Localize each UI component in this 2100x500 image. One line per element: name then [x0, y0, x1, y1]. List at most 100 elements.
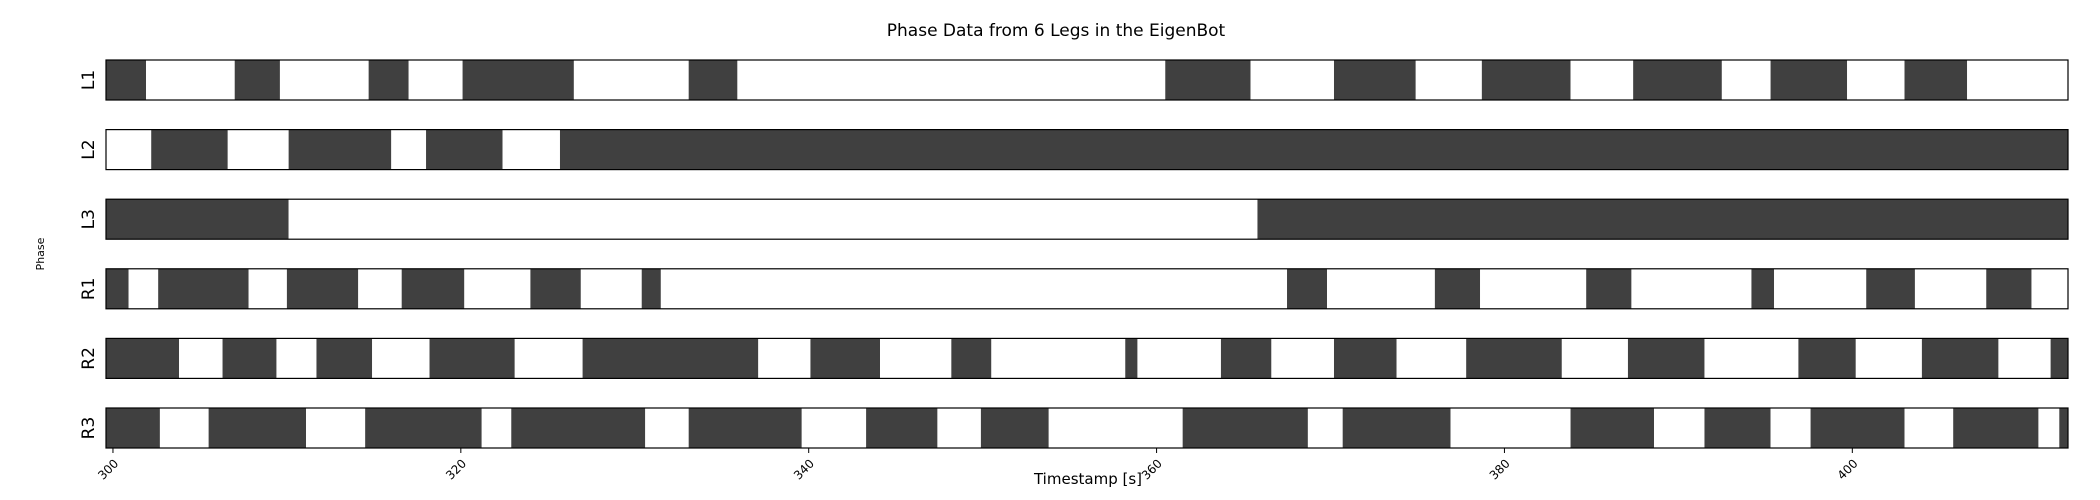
phase-segment-light [1631, 268, 1752, 309]
phase-segment-light [227, 129, 289, 170]
phase-segment-dark [1751, 268, 1775, 309]
phase-segment-light [128, 268, 159, 309]
phase-segment-dark [106, 268, 129, 309]
phase-segment-light [1480, 268, 1587, 309]
phase-segment-light [464, 268, 531, 309]
phase-segment-dark [286, 268, 359, 309]
phase-segment-light [481, 408, 512, 448]
phase-segment-light [1307, 408, 1343, 448]
phase-segment-light [1654, 408, 1705, 448]
leg-label: L1 [79, 70, 99, 90]
leg-row-l3: L3 [79, 198, 2069, 240]
phase-segment-dark [582, 338, 759, 379]
leg-label: R1 [79, 277, 99, 300]
phase-segment-light [1415, 60, 1482, 100]
phase-segment-dark [426, 129, 503, 170]
row-frame [105, 337, 2069, 379]
leg-row-l2: L2 [79, 129, 2069, 171]
phase-segment-dark [1125, 338, 1138, 379]
y-axis-label: Phase [34, 237, 47, 270]
phase-segment-dark [1333, 338, 1397, 379]
phase-segment-light [580, 268, 642, 309]
phase-segment-light [1250, 60, 1334, 100]
phase-segment-light [306, 408, 366, 448]
phase-segment-light [391, 129, 427, 170]
phase-segment-dark [1257, 199, 2068, 240]
leg-label: L2 [79, 139, 99, 159]
leg-label: L3 [79, 209, 99, 229]
phase-segment-dark [1921, 338, 1999, 379]
phase-segment-light [358, 268, 402, 309]
phase-segment-light [758, 338, 811, 379]
phase-segment-dark [810, 338, 881, 379]
phase-segment-dark [316, 338, 373, 379]
phase-segment-dark [106, 199, 289, 240]
phase-segment-dark [368, 60, 409, 100]
phase-segment-dark [1182, 408, 1308, 448]
phase-segment-light [991, 338, 1126, 379]
phase-segment-light [1770, 408, 1811, 448]
phase-segment-dark [365, 408, 482, 448]
phase-segment-dark [401, 268, 465, 309]
phase-segment-light [1327, 268, 1435, 309]
x-tick-label: 340 [791, 456, 817, 482]
phase-segment-dark [1165, 60, 1251, 100]
phase-segment-dark [106, 60, 147, 100]
phase-segment-light [248, 268, 287, 309]
phase-segment-dark [1986, 268, 2032, 309]
x-tick-label: 360 [1139, 456, 1165, 482]
leg-rows: L1 L2 L3 R1 R2 R3 [79, 59, 2069, 449]
phase-segment-light [801, 408, 867, 448]
phase-segment-dark [1810, 408, 1905, 448]
phase-segment-dark [559, 129, 2068, 170]
leg-row-l1: L1 [79, 59, 2069, 101]
phase-segment-dark [1466, 338, 1562, 379]
phase-segment-dark [1287, 268, 1328, 309]
phase-segment-light [1048, 408, 1183, 448]
x-tick-label: 300 [95, 456, 121, 482]
phase-segment-dark [641, 268, 661, 309]
phase-segment-light [1271, 338, 1334, 379]
phase-segment-light [372, 338, 430, 379]
phase-segment-dark [222, 338, 277, 379]
phase-segment-light [179, 338, 223, 379]
x-tick-label: 380 [1487, 456, 1513, 482]
leg-row-r2: R2 [79, 337, 2069, 379]
phase-segment-dark [1434, 268, 1481, 309]
x-tick-label: 400 [1835, 456, 1861, 482]
phase-segment-dark [1333, 60, 1416, 100]
phase-segment-light [146, 60, 235, 100]
leg-row-r1: R1 [79, 268, 2069, 310]
row-frame [105, 198, 2069, 240]
phase-segment-dark [288, 129, 392, 170]
phase-segment-dark [530, 268, 581, 309]
phase-segment-dark [1704, 408, 1771, 448]
phase-segment-light [1967, 60, 2068, 100]
phase-segment-light [1847, 60, 1905, 100]
phase-segment-dark [462, 60, 574, 100]
phase-segment-dark [2050, 338, 2068, 379]
phase-segment-dark [688, 408, 802, 448]
phase-segment-dark [1342, 408, 1451, 448]
phase-segment-light [1774, 268, 1867, 309]
phase-segment-dark [234, 60, 280, 100]
phase-segment-light [106, 129, 152, 170]
x-axis-ticks: 300 320 340 360 380 400 [95, 448, 1861, 483]
phase-segment-light [1704, 338, 1799, 379]
phase-segment-dark [106, 338, 180, 379]
phase-segment-dark [1633, 60, 1722, 100]
phase-segment-light [1561, 338, 1628, 379]
phase-segment-dark [106, 408, 160, 448]
phase-segment-light [288, 199, 1258, 240]
phase-segment-dark [951, 338, 992, 379]
x-axis-label: Timestamp [s] [1033, 470, 1142, 488]
row-frame [105, 407, 2069, 449]
phase-segment-light [1450, 408, 1571, 448]
phase-segment-dark [208, 408, 307, 448]
phase-segment-light [2038, 408, 2060, 448]
phase-segment-dark [1220, 338, 1272, 379]
phase-segment-light [1137, 338, 1221, 379]
x-tick-label: 320 [443, 456, 469, 482]
row-frame [105, 59, 2069, 101]
